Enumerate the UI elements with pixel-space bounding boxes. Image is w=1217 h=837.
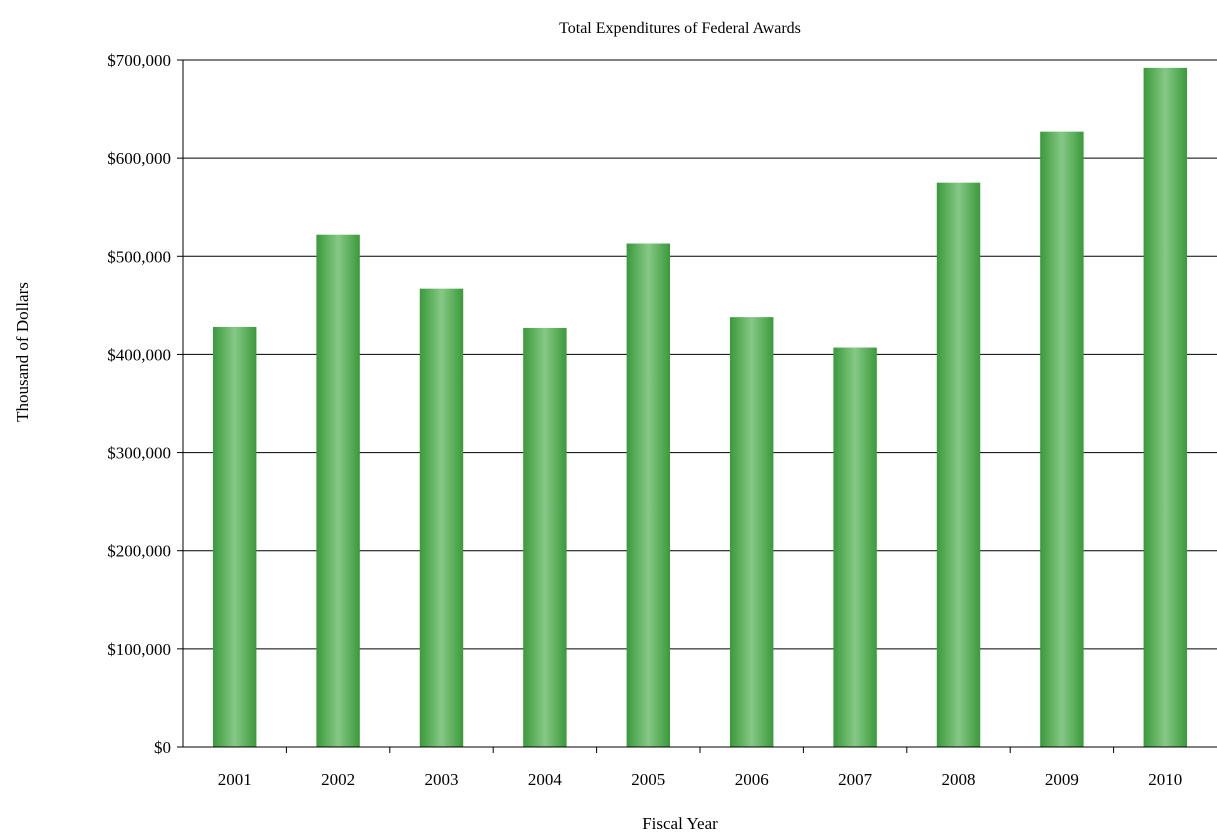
x-tick-label: 2005 [631, 770, 665, 789]
x-tick-label: 2006 [735, 770, 769, 789]
y-tick-label: $100,000 [107, 640, 171, 659]
x-tick-label: 2001 [218, 770, 252, 789]
chart-title: Total Expenditures of Federal Awards [559, 20, 801, 37]
x-tick-label: 2010 [1148, 770, 1182, 789]
x-tick-labels: 2001 2002 2003 2004 2005 2006 2007 2008 2009 2010 [218, 770, 1183, 789]
bar-2006 [729, 317, 774, 747]
bar-2009 [1040, 131, 1084, 747]
y-tick-label: $400,000 [107, 345, 171, 364]
x-tick-label: 2007 [838, 770, 873, 789]
bar-2005 [626, 243, 671, 747]
x-tick-label: 2004 [528, 770, 563, 789]
y-tick-label: $500,000 [107, 247, 171, 266]
bars [212, 67, 1188, 748]
bar-2007 [833, 347, 877, 747]
x-tick-label: 2002 [321, 770, 355, 789]
y-axis-title: Thousand of Dollars [13, 282, 32, 422]
bar-2001 [212, 326, 257, 747]
y-tick-label: $200,000 [107, 542, 171, 561]
x-tick-label: 2008 [942, 770, 976, 789]
axes [177, 59, 1217, 753]
y-tick-label: $700,000 [107, 51, 171, 70]
y-tick-label: $300,000 [107, 444, 171, 463]
y-tick-label: $600,000 [107, 149, 171, 168]
x-tick-label: 2003 [425, 770, 459, 789]
x-axis-title: Fiscal Year [642, 814, 718, 833]
bar-2008 [936, 182, 981, 747]
x-tick-label: 2009 [1045, 770, 1079, 789]
y-tick-label: $0 [154, 738, 171, 757]
bar-2003 [419, 288, 464, 747]
bar-2010 [1143, 67, 1188, 747]
bar-2004 [523, 327, 567, 747]
bar-2002 [316, 234, 360, 748]
y-tick-labels: $0 $100,000 $200,000 $300,000 $400,000 $500,0… [107, 51, 171, 757]
